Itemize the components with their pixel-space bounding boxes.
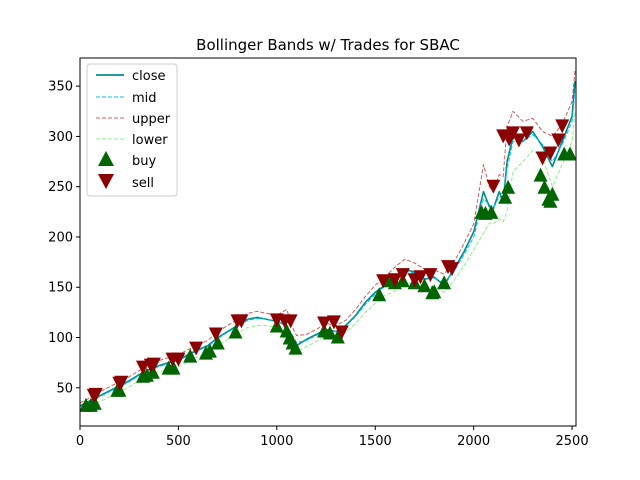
sell-marker: [511, 133, 526, 148]
y-tick-label: 250: [48, 180, 73, 195]
y-tick-label: 300: [48, 130, 73, 145]
buy-marker: [166, 360, 181, 375]
buy-marker: [210, 335, 225, 350]
sell-marker: [423, 268, 438, 283]
legend: close mid upper lower buy sell: [86, 63, 178, 197]
sell-marker: [334, 325, 349, 340]
buy-marker: [228, 324, 243, 339]
buy-marker: [288, 340, 303, 355]
legend-label-close: close: [132, 69, 165, 84]
axes-frame: [79, 57, 577, 427]
sell-marker: [506, 126, 521, 141]
plot-area: [80, 71, 576, 412]
sell-marker: [317, 316, 332, 331]
buy-marker: [417, 278, 432, 293]
x-tick-label: 0: [76, 434, 84, 449]
x-tick-label: 1500: [359, 434, 392, 449]
legend-label-mid: mid: [132, 91, 157, 106]
legend-swatch-buy: [98, 151, 114, 166]
buy-marker: [543, 193, 558, 208]
sell-marker: [376, 274, 391, 289]
buy-marker: [545, 186, 560, 201]
sell-marker: [543, 146, 558, 161]
sell-marker: [88, 387, 103, 402]
buy-marker: [437, 275, 452, 290]
sell-marker: [535, 151, 550, 166]
sell-marker: [555, 119, 570, 134]
sell-marker: [189, 341, 204, 356]
sell-marker: [234, 314, 249, 329]
buy-marker: [87, 395, 102, 410]
legend-label-lower: lower: [132, 133, 168, 148]
sell-marker: [551, 133, 566, 148]
buy-marker: [372, 287, 387, 302]
x-tick-label: 2000: [457, 434, 490, 449]
buy-marker: [145, 364, 160, 379]
buy-marker: [330, 329, 345, 344]
sell-marker: [395, 268, 410, 283]
legend-swatch-sell: [98, 174, 114, 189]
sell-marker: [146, 357, 161, 372]
sell-marker: [171, 352, 186, 367]
buy-marker: [498, 189, 513, 204]
x-tick-label: 500: [166, 434, 191, 449]
buy-marker: [537, 179, 552, 194]
y-tick-label: 150: [48, 281, 73, 296]
sell-marker: [283, 314, 298, 329]
buy-marker: [484, 204, 499, 219]
y-tick-label: 100: [48, 331, 73, 346]
x-tick-label: 1000: [260, 434, 293, 449]
sell-marker: [208, 327, 223, 342]
buy-marker: [202, 343, 217, 358]
series-line-lower: [80, 111, 576, 412]
sell-marker: [519, 126, 534, 141]
sell-marker: [326, 315, 341, 330]
buy-marker: [501, 179, 516, 194]
sell-marker: [387, 273, 402, 288]
buy-marker: [563, 146, 576, 161]
legend-label-buy: buy: [132, 154, 156, 169]
y-tick-label: 50: [56, 381, 73, 396]
buy-marker: [533, 167, 548, 182]
axes: 0 500 1000 1500 2000 2500 50 100 150 200 250 300 350: [48, 80, 588, 449]
sell-marker: [445, 262, 459, 277]
sell-marker: [413, 270, 428, 285]
buy-marker: [322, 325, 337, 340]
buy-marker: [183, 348, 198, 363]
legend-label-sell: sell: [132, 176, 154, 191]
buy-marker: [427, 284, 442, 299]
sell-marker: [114, 375, 129, 390]
y-tick-label: 350: [48, 80, 73, 95]
legend-label-upper: upper: [132, 112, 171, 127]
sell-marker: [486, 179, 501, 194]
x-tick-label: 2500: [556, 434, 589, 449]
sell-marker: [135, 360, 150, 375]
chart-title: Bollinger Bands w/ Trades for SBAC: [196, 36, 460, 54]
y-tick-label: 200: [48, 230, 73, 245]
